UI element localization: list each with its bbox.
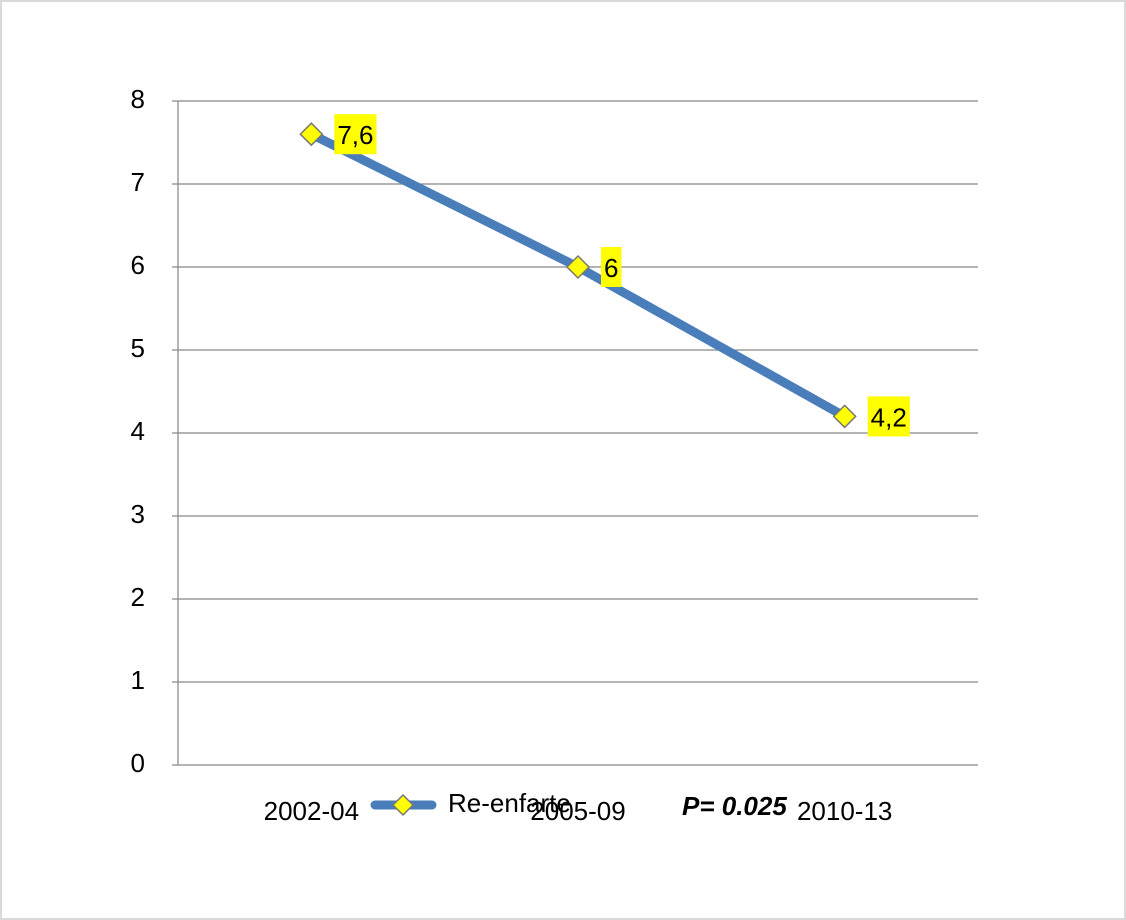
value-label-text: 6: [604, 253, 618, 283]
y-tick-label: 8: [131, 84, 145, 114]
y-tick-label: 0: [131, 748, 145, 778]
value-label: 7,6: [334, 114, 377, 155]
value-label-bg: [334, 114, 377, 155]
y-tick-label: 1: [131, 665, 145, 695]
x-tick-label: 2010-13: [797, 796, 892, 826]
x-tick-label: 2005-09: [530, 796, 625, 826]
value-label-text: 7,6: [337, 120, 373, 150]
legend-label: Re-enfarte: [448, 788, 571, 818]
value-label-bg: [867, 396, 910, 437]
value-label-text: 4,2: [871, 402, 907, 432]
marker: [832, 404, 857, 429]
y-tick-label: 7: [131, 167, 145, 197]
value-label-bg: [601, 247, 622, 287]
marker: [299, 122, 324, 147]
legend-marker: [391, 793, 415, 817]
y-tick-label: 2: [131, 582, 145, 612]
value-label: 4,2: [867, 396, 910, 437]
y-tick-label: 4: [131, 416, 145, 446]
x-tick-label: 2002-04: [264, 796, 359, 826]
marker: [565, 254, 591, 280]
annotation: P= 0.025: [682, 791, 787, 821]
value-label: 6: [601, 247, 622, 287]
y-tick-label: 3: [131, 499, 145, 529]
y-tick-label: 6: [131, 250, 145, 280]
y-tick-label: 5: [131, 333, 145, 363]
